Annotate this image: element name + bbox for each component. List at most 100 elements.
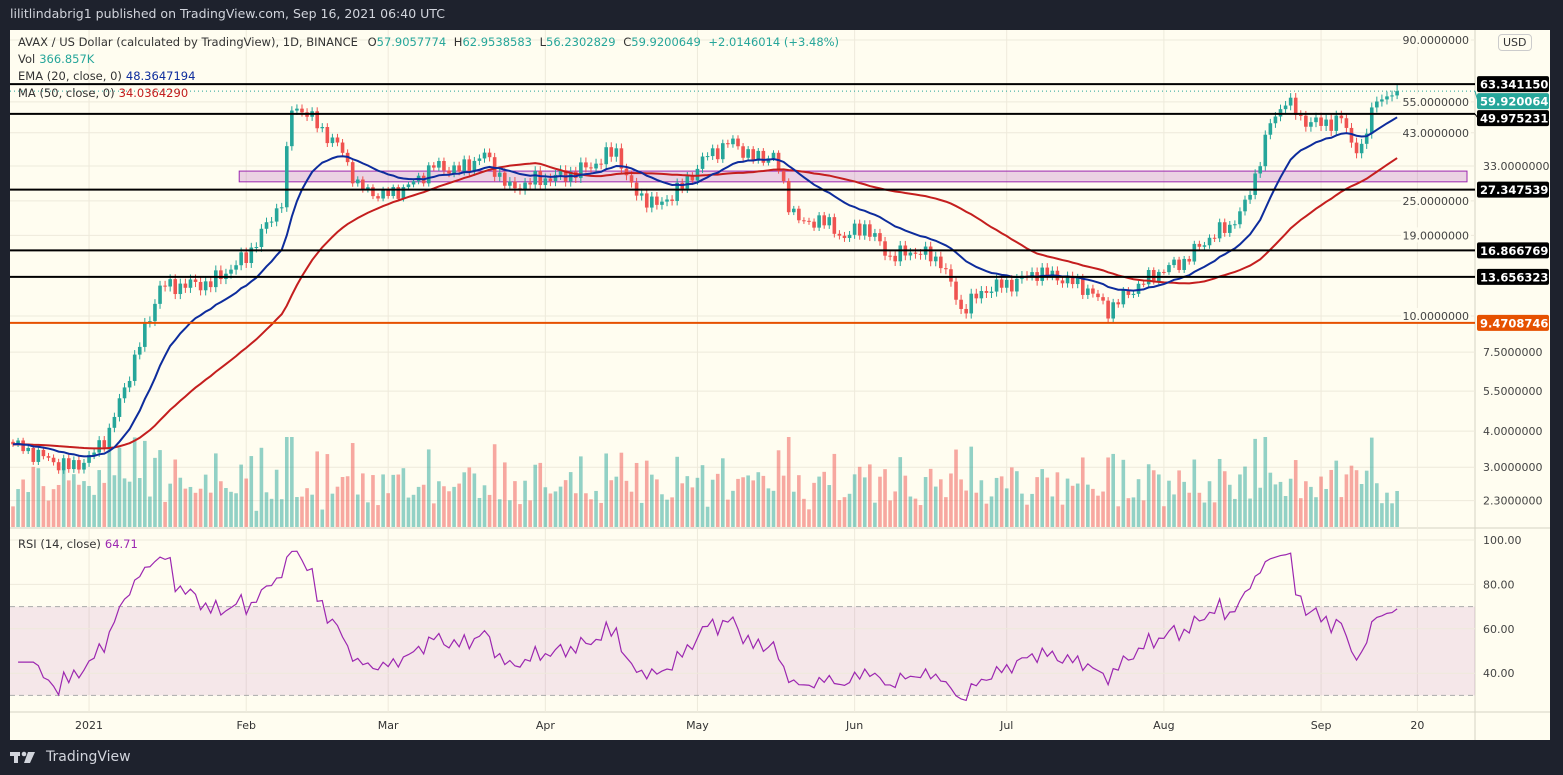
candle xyxy=(21,437,25,454)
candle-body xyxy=(442,161,446,171)
candle-body xyxy=(761,150,766,163)
volume-bar xyxy=(624,480,629,527)
candle-body xyxy=(482,152,487,159)
volume-bar xyxy=(36,468,41,527)
volume-bar xyxy=(1151,470,1156,527)
candle-body xyxy=(1101,297,1105,301)
candle xyxy=(1288,93,1293,111)
volume-bar xyxy=(305,488,309,527)
volume-bar xyxy=(999,476,1004,527)
candle-body xyxy=(21,440,25,452)
candle xyxy=(528,177,532,190)
candle xyxy=(1040,263,1045,286)
candle-body xyxy=(1304,115,1308,127)
candle-body xyxy=(726,143,730,145)
candle xyxy=(944,263,948,275)
candle xyxy=(315,107,319,133)
volume-bar xyxy=(670,497,674,527)
candle-body xyxy=(665,199,669,202)
volume-bar xyxy=(1202,502,1207,527)
volume-bar xyxy=(609,480,614,527)
candle xyxy=(219,265,223,285)
volume-bar xyxy=(827,485,832,527)
candle xyxy=(974,288,979,304)
low-label: L xyxy=(539,35,547,49)
candle-body xyxy=(203,281,208,291)
candle xyxy=(614,143,619,162)
candle xyxy=(827,213,832,229)
candle-body xyxy=(1248,194,1252,200)
candle-body xyxy=(1177,259,1181,270)
candle xyxy=(1060,276,1065,288)
volume-bar xyxy=(315,451,319,527)
candle xyxy=(1283,100,1288,114)
candle-body xyxy=(472,160,477,172)
volume-bar xyxy=(847,493,852,527)
volume-bar xyxy=(492,444,497,527)
candle xyxy=(715,144,720,163)
candle-body xyxy=(82,462,86,470)
candle xyxy=(1364,128,1369,149)
candle-body xyxy=(279,207,284,209)
candle-body xyxy=(477,158,482,161)
candle-body xyxy=(1359,143,1364,154)
candle xyxy=(822,211,826,229)
volume-bar xyxy=(1111,453,1115,527)
volume-bar xyxy=(269,498,274,527)
volume-bar xyxy=(234,493,238,527)
volume-bar xyxy=(1339,497,1344,527)
candle xyxy=(132,350,137,386)
chart-panel[interactable]: 2021 Feb Mar Apr May Jun Jul Aug Sep 20 90.0000000… xyxy=(10,30,1550,740)
candle xyxy=(234,260,238,275)
candle xyxy=(1324,114,1328,131)
volume-bar xyxy=(127,481,132,527)
candle xyxy=(594,158,598,174)
candle-body xyxy=(153,303,157,322)
y-tick-label: 5.5000000 xyxy=(1483,385,1543,398)
volume-bar xyxy=(361,473,365,527)
currency-button[interactable]: USD xyxy=(1498,34,1532,51)
chart-canvas[interactable]: 2021 Feb Mar Apr May Jun Jul Aug Sep 20 90.0000000… xyxy=(10,30,1550,740)
candle-body xyxy=(1009,279,1014,292)
candle xyxy=(1258,161,1263,178)
candle-body xyxy=(1060,280,1065,284)
candle-body xyxy=(254,247,259,249)
candle-body xyxy=(533,170,538,185)
volume-bar xyxy=(791,491,796,527)
volume-bar xyxy=(1207,481,1212,527)
volume-bar xyxy=(878,476,882,527)
volume-bar xyxy=(376,505,380,527)
candle-body xyxy=(832,217,837,234)
candle-body xyxy=(908,252,913,256)
candle xyxy=(817,212,821,232)
candle xyxy=(1314,112,1318,128)
candle-body xyxy=(660,201,664,205)
candle xyxy=(198,277,203,296)
candle xyxy=(949,264,953,287)
volume-bar xyxy=(244,478,249,527)
candle-body xyxy=(208,281,213,288)
candle xyxy=(1228,221,1232,237)
volume-bar xyxy=(1217,458,1222,527)
volume-bar xyxy=(837,500,842,527)
volume-bar xyxy=(1248,498,1252,527)
x-tick-label: Jun xyxy=(845,719,863,732)
ma-legend: MA (50, close, 0) 34.0364290 xyxy=(18,86,188,100)
volume-bar xyxy=(1004,488,1009,527)
candle xyxy=(584,157,588,173)
volume-bar xyxy=(214,453,218,527)
volume-bar xyxy=(862,477,867,527)
volume-bar xyxy=(1238,474,1242,527)
candle xyxy=(117,393,122,422)
candle-body xyxy=(913,252,918,254)
volume-bar xyxy=(1167,480,1171,527)
candle-body xyxy=(46,456,51,458)
candle xyxy=(589,162,593,174)
candle xyxy=(1395,84,1399,100)
candle xyxy=(77,456,81,474)
candle xyxy=(1329,114,1333,136)
candle xyxy=(1298,110,1303,121)
candle xyxy=(533,166,538,190)
volume-bar xyxy=(310,494,314,527)
candle xyxy=(1253,169,1257,200)
